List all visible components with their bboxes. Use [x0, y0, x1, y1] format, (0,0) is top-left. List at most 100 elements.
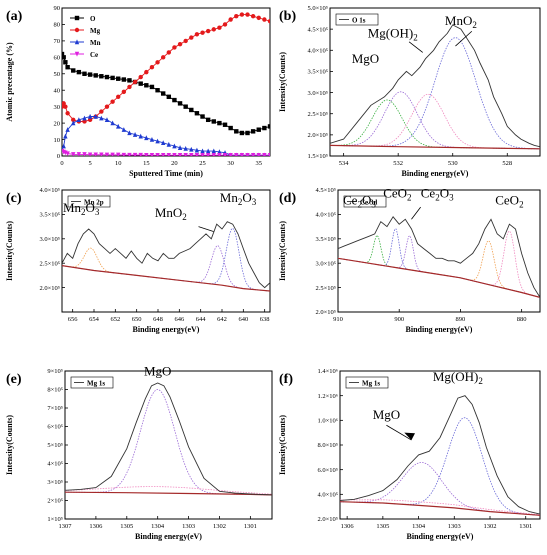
y-tick-label-c: 3.5×10⁵ — [39, 212, 60, 219]
x-tick-label-a: 25 — [199, 160, 206, 167]
data-point-Mn — [166, 141, 172, 147]
y-tick-label-f: 1.4×10⁶ — [317, 368, 338, 375]
x-tick-label-e: 1305 — [120, 523, 133, 530]
y-axis-label-c: Intensity(Counts) — [5, 221, 14, 281]
plot-area-d — [338, 216, 540, 298]
data-point-Ce — [217, 152, 222, 156]
data-point-O — [250, 129, 256, 134]
fit-peak-e-0 — [65, 389, 272, 496]
data-point-Ce — [138, 152, 143, 156]
data-point-O — [177, 101, 183, 106]
panel-c: (c) 656 654 652 650 648 646 644 642 640 638 2.0×10⁵… — [5, 187, 271, 334]
data-point-Mn — [177, 145, 183, 150]
data-point-Ce — [234, 152, 239, 156]
baseline-f — [340, 501, 540, 516]
data-point-O — [144, 83, 149, 88]
data-point-O — [121, 77, 127, 82]
fit-peak-d-3 — [338, 240, 540, 298]
x-axis-label-a: Sputtered Time (min) — [129, 169, 203, 178]
data-point-O — [228, 125, 233, 131]
x-tick-label-f: 1302 — [484, 523, 497, 530]
data-point-Mg — [183, 38, 188, 44]
legend-label-f: Mg 1s — [362, 379, 380, 387]
data-point-Mg — [228, 17, 233, 22]
legend-label-Ce: Ce — [90, 51, 98, 59]
data-point-O — [217, 120, 222, 126]
data-point-O — [87, 72, 93, 77]
plot-frame-d — [337, 189, 541, 313]
data-point-Ce — [250, 152, 256, 156]
y-tick-label-c: 3.0×10⁵ — [39, 236, 60, 243]
y-axis-label-f: Intensity(Counts) — [278, 415, 287, 475]
legend-label-O: O — [90, 15, 96, 23]
legend-marker-O — [74, 15, 80, 21]
data-point-Mg — [110, 99, 115, 104]
panel-d: (d) 910 900 890 880 2.0×10⁵ 2.5×10⁵ 3.0×10⁵ 3.5×… — [278, 185, 541, 334]
y-axis-label-e: Intensity(Counts) — [5, 415, 14, 475]
data-point-Ce — [228, 152, 233, 156]
x-tick-label-a: 5 — [88, 160, 91, 167]
plot-area-c — [62, 221, 270, 292]
plot-area-b — [330, 24, 540, 150]
legend-label-Mg: Mg — [90, 27, 101, 35]
x-tick-label-e: 1302 — [213, 523, 226, 530]
fit-peak-f-0 — [340, 462, 540, 516]
data-point-Mg — [256, 15, 261, 21]
x-tick-label-c: 654 — [89, 316, 100, 323]
legend-b: O 1s — [335, 13, 379, 26]
x-tick-label-a: 30 — [227, 160, 234, 167]
data-point-Ce — [71, 152, 76, 156]
y-tick-label-e: 8×10⁵ — [47, 387, 63, 394]
peak-annotation-f-0: Mg(OH)2 — [433, 369, 483, 386]
y-tick-label-f: 1.2×10⁶ — [317, 393, 338, 400]
y-tick-label-b: 4.0×10⁵ — [307, 47, 328, 54]
data-point-O — [256, 127, 261, 132]
data-point-Mn — [93, 113, 98, 119]
panel-a: (a) 0 5 10 15 20 25 30 35 0 10 20 30 40 50 60 70 80 90 Sput… — [5, 5, 271, 178]
arrow-line-f — [386, 424, 412, 441]
data-point-Mn — [138, 133, 143, 139]
data-point-Mg — [138, 74, 143, 80]
data-point-Mg — [239, 12, 245, 17]
legend-label-e: Mg 1s — [87, 379, 105, 387]
fit-peak-b-1 — [330, 91, 540, 150]
x-axis-label-b: Binding energy(eV) — [402, 169, 469, 178]
x-tick-label-c: 650 — [132, 316, 142, 323]
data-point-Mg — [205, 28, 211, 34]
y-tick-label-d: 4.5×10⁵ — [315, 187, 336, 194]
data-point-Ce — [99, 152, 104, 156]
data-point-Mg — [177, 41, 183, 47]
data-point-Mg — [245, 12, 250, 17]
fit-peak-e-1 — [65, 486, 272, 495]
arrow-line-b — [455, 30, 473, 47]
x-tick-label-c: 644 — [196, 316, 207, 323]
y-tick-label-f: 1.0×10⁶ — [317, 418, 338, 425]
y-tick-label-a: 80 — [54, 22, 61, 29]
data-point-O — [116, 76, 121, 81]
fit-peak-b-2 — [330, 93, 540, 150]
x-tick-label-b: 528 — [502, 160, 512, 167]
panel-f: (f) 1306 1305 1304 1303 1302 1301 2.0×10⁵ 4.0×10… — [278, 368, 541, 541]
x-axis-label-c: Binding energy(eV) — [133, 325, 200, 334]
fit-peak-c-2 — [62, 227, 270, 292]
peak-annotation-c-0: Mn2O3 — [63, 200, 100, 217]
peak-annotation-c-2: Mn2O3 — [220, 190, 257, 207]
plot-frame-a — [61, 7, 271, 157]
data-point-Ce — [256, 152, 261, 156]
legend-label-d: Ce 3d — [360, 198, 377, 206]
y-tick-label-e: 5×10⁵ — [47, 442, 63, 449]
y-tick-label-b: 2.0×10⁵ — [307, 132, 328, 139]
data-point-Ce — [104, 152, 110, 156]
plot-frame-b — [329, 7, 541, 157]
data-point-Mn — [149, 136, 155, 142]
x-tick-label-d: 880 — [517, 316, 527, 323]
y-tick-label-a: 40 — [54, 87, 61, 94]
plot-frame-f — [339, 370, 541, 520]
data-point-O — [63, 60, 68, 65]
legend-f: Mg 1s — [345, 376, 389, 389]
data-point-Mg — [172, 45, 177, 50]
x-tick-label-a: 15 — [143, 160, 150, 167]
legend-box-e — [70, 376, 114, 389]
data-point-Mg — [155, 60, 160, 65]
data-point-Mg — [71, 117, 76, 123]
